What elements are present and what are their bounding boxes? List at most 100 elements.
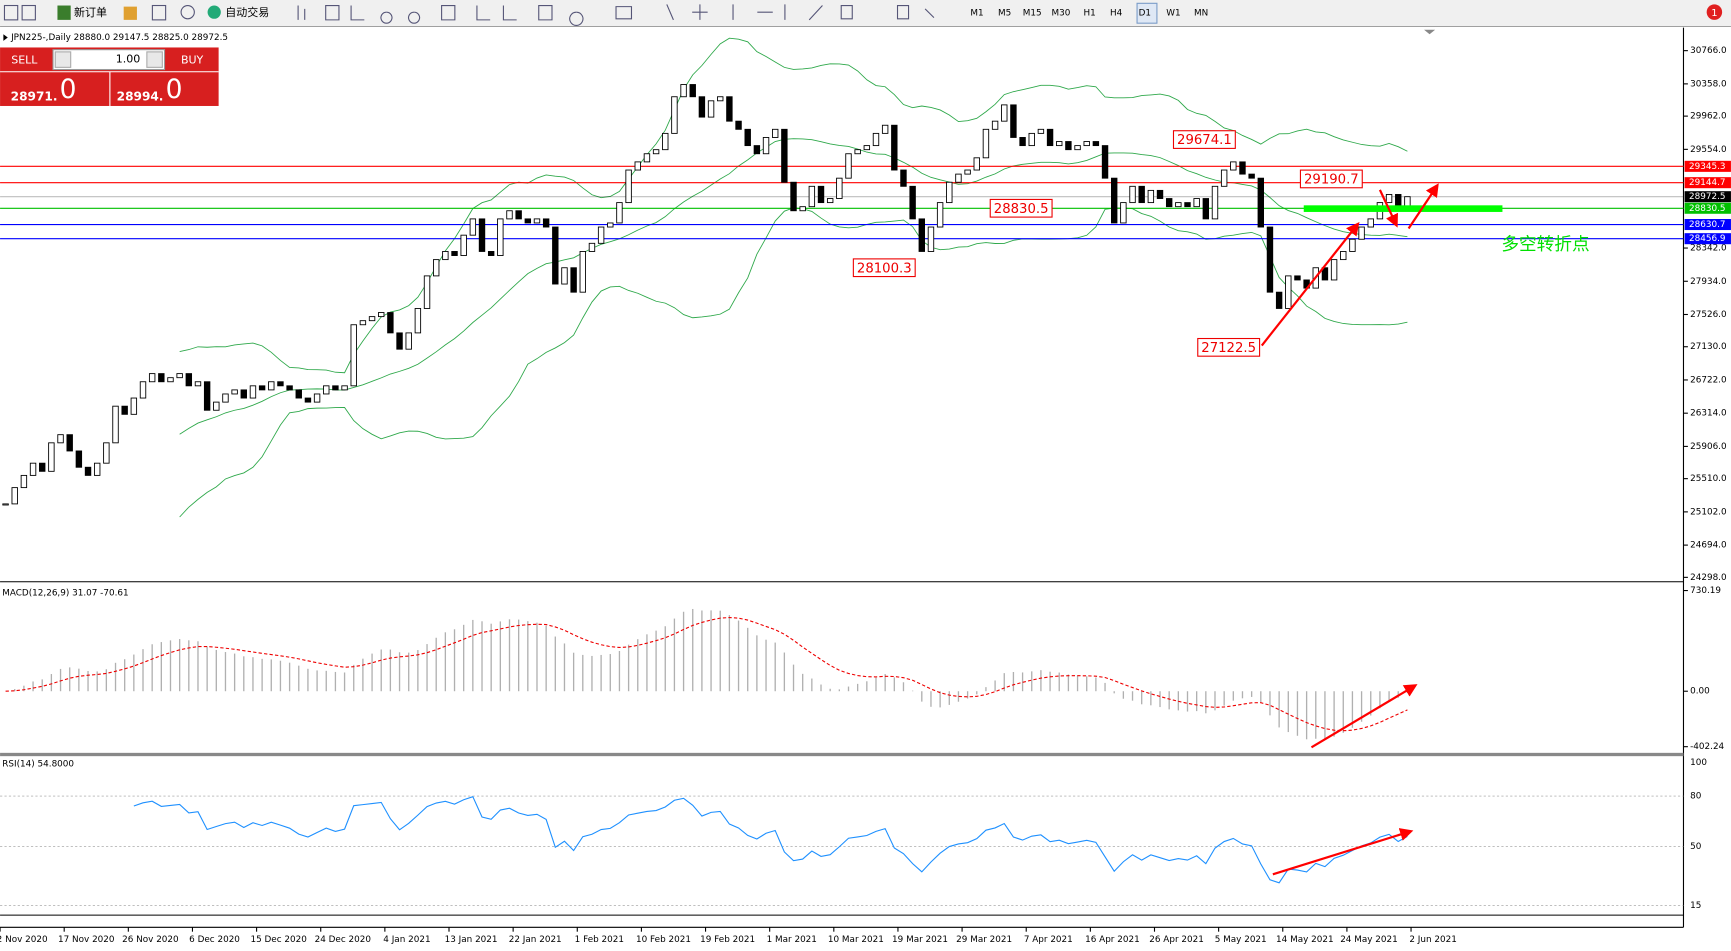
timeframe-button[interactable]: M15 bbox=[1023, 9, 1042, 19]
candle bbox=[295, 389, 302, 399]
bid-price[interactable]: 28971. bbox=[11, 90, 58, 104]
y-tick-label: 27130.0 bbox=[1690, 342, 1727, 352]
candle bbox=[1285, 275, 1292, 309]
candle bbox=[689, 84, 696, 98]
y-tick-label: 28342.0 bbox=[1690, 244, 1727, 254]
lot-up[interactable] bbox=[146, 51, 163, 68]
candle bbox=[286, 385, 293, 391]
annotation-box bbox=[1172, 130, 1236, 149]
candle bbox=[1028, 132, 1035, 147]
candle bbox=[1083, 141, 1090, 147]
candle bbox=[368, 316, 376, 322]
candle bbox=[836, 177, 843, 199]
annotation-box bbox=[1197, 337, 1261, 357]
x-tick-label: 2 Nov 2020 bbox=[0, 935, 48, 945]
x-tick-label: 10 Feb 2021 bbox=[636, 935, 691, 945]
candle bbox=[515, 210, 522, 220]
candle bbox=[936, 202, 944, 228]
candle bbox=[1330, 259, 1338, 281]
timeframe-button[interactable]: W1 bbox=[1166, 9, 1180, 19]
candle bbox=[744, 128, 751, 147]
candle bbox=[863, 145, 871, 151]
lot-box[interactable] bbox=[52, 49, 166, 71]
sell-button[interactable]: SELL bbox=[11, 54, 38, 67]
lot-value[interactable]: 1.00 bbox=[116, 53, 141, 66]
timeframe-button[interactable]: M5 bbox=[998, 9, 1011, 19]
annotation-label: 29674.1 bbox=[1177, 133, 1232, 148]
candle bbox=[75, 450, 83, 468]
candle bbox=[414, 308, 422, 334]
candle bbox=[1111, 177, 1118, 224]
candle bbox=[643, 153, 651, 163]
x-tick-label: 1 Feb 2021 bbox=[575, 935, 624, 945]
candle bbox=[497, 218, 504, 256]
lot-down[interactable] bbox=[54, 51, 72, 68]
y-tick-label: 25510.0 bbox=[1690, 474, 1727, 484]
candle bbox=[671, 96, 678, 134]
timeframe-button[interactable]: H1 bbox=[1083, 9, 1095, 19]
timeframe-button[interactable]: MN bbox=[1194, 9, 1208, 19]
candle bbox=[1193, 198, 1200, 208]
candle bbox=[451, 251, 458, 256]
arrow bbox=[1260, 222, 1360, 347]
y-tick-label: 30358.0 bbox=[1690, 79, 1727, 89]
candle bbox=[1037, 128, 1045, 134]
price-label: 29345.3 bbox=[1689, 162, 1726, 172]
candle bbox=[1019, 137, 1026, 147]
auto-trading-button[interactable]: 自动交易 bbox=[225, 5, 269, 19]
candle bbox=[717, 96, 724, 102]
candle bbox=[469, 218, 477, 236]
y-tick-label: 24298.0 bbox=[1690, 573, 1727, 583]
macd-signal bbox=[5, 616, 1408, 732]
candle bbox=[570, 267, 577, 293]
timeframe-button[interactable]: M1 bbox=[970, 9, 983, 19]
y-tick-label: 25906.0 bbox=[1690, 442, 1727, 452]
ask-price-big[interactable]: 0 bbox=[166, 74, 183, 105]
candle bbox=[1065, 141, 1072, 151]
candle bbox=[231, 389, 238, 395]
candle bbox=[84, 466, 92, 476]
candle bbox=[442, 251, 449, 261]
alert-badge bbox=[1706, 4, 1723, 20]
candle bbox=[93, 462, 101, 476]
candle bbox=[405, 332, 412, 350]
price-label-bg bbox=[1684, 191, 1731, 203]
timeframe-button[interactable]: H4 bbox=[1110, 9, 1123, 19]
ask-price[interactable]: 28994. bbox=[117, 90, 164, 104]
y-tick-label: -402.24 bbox=[1690, 742, 1724, 752]
x-tick-label: 24 May 2021 bbox=[1340, 935, 1398, 945]
candle bbox=[753, 145, 761, 155]
candle bbox=[359, 320, 367, 326]
candle bbox=[625, 169, 632, 204]
candle bbox=[167, 377, 174, 383]
x-tick-label: 6 Dec 2020 bbox=[189, 935, 240, 945]
x-tick-label: 4 Jan 2021 bbox=[383, 935, 430, 945]
candle bbox=[579, 251, 586, 293]
candle bbox=[304, 397, 312, 403]
candle bbox=[1202, 198, 1210, 220]
candle bbox=[1230, 161, 1237, 171]
candle bbox=[872, 132, 880, 147]
new-order-button[interactable]: 新订单 bbox=[74, 5, 107, 19]
x-tick-label: 29 Mar 2021 bbox=[956, 935, 1012, 945]
bid-price-big[interactable]: 0 bbox=[60, 74, 77, 105]
x-tick-label: 1 Mar 2021 bbox=[767, 935, 817, 945]
candle bbox=[1129, 185, 1136, 204]
price-label: 28456.9 bbox=[1689, 234, 1726, 244]
annotation-label: 29190.7 bbox=[1304, 172, 1359, 187]
x-tick-label: 22 Jan 2021 bbox=[509, 935, 562, 945]
annotation-box bbox=[1299, 169, 1363, 189]
y-tick-label: 26314.0 bbox=[1690, 409, 1727, 419]
annotation-label: 27122.5 bbox=[1201, 341, 1256, 356]
buy-button[interactable]: BUY bbox=[181, 54, 204, 67]
candle bbox=[487, 251, 495, 256]
arrow bbox=[1378, 189, 1398, 228]
candle bbox=[542, 218, 550, 228]
candle bbox=[1092, 141, 1100, 147]
arrow bbox=[1310, 684, 1418, 749]
x-tick-label: 19 Feb 2021 bbox=[700, 935, 755, 945]
candle bbox=[772, 128, 779, 138]
arrows bbox=[1260, 183, 1439, 876]
timeframe-button[interactable]: D1 bbox=[1139, 9, 1151, 19]
timeframe-button[interactable]: M30 bbox=[1051, 9, 1070, 19]
